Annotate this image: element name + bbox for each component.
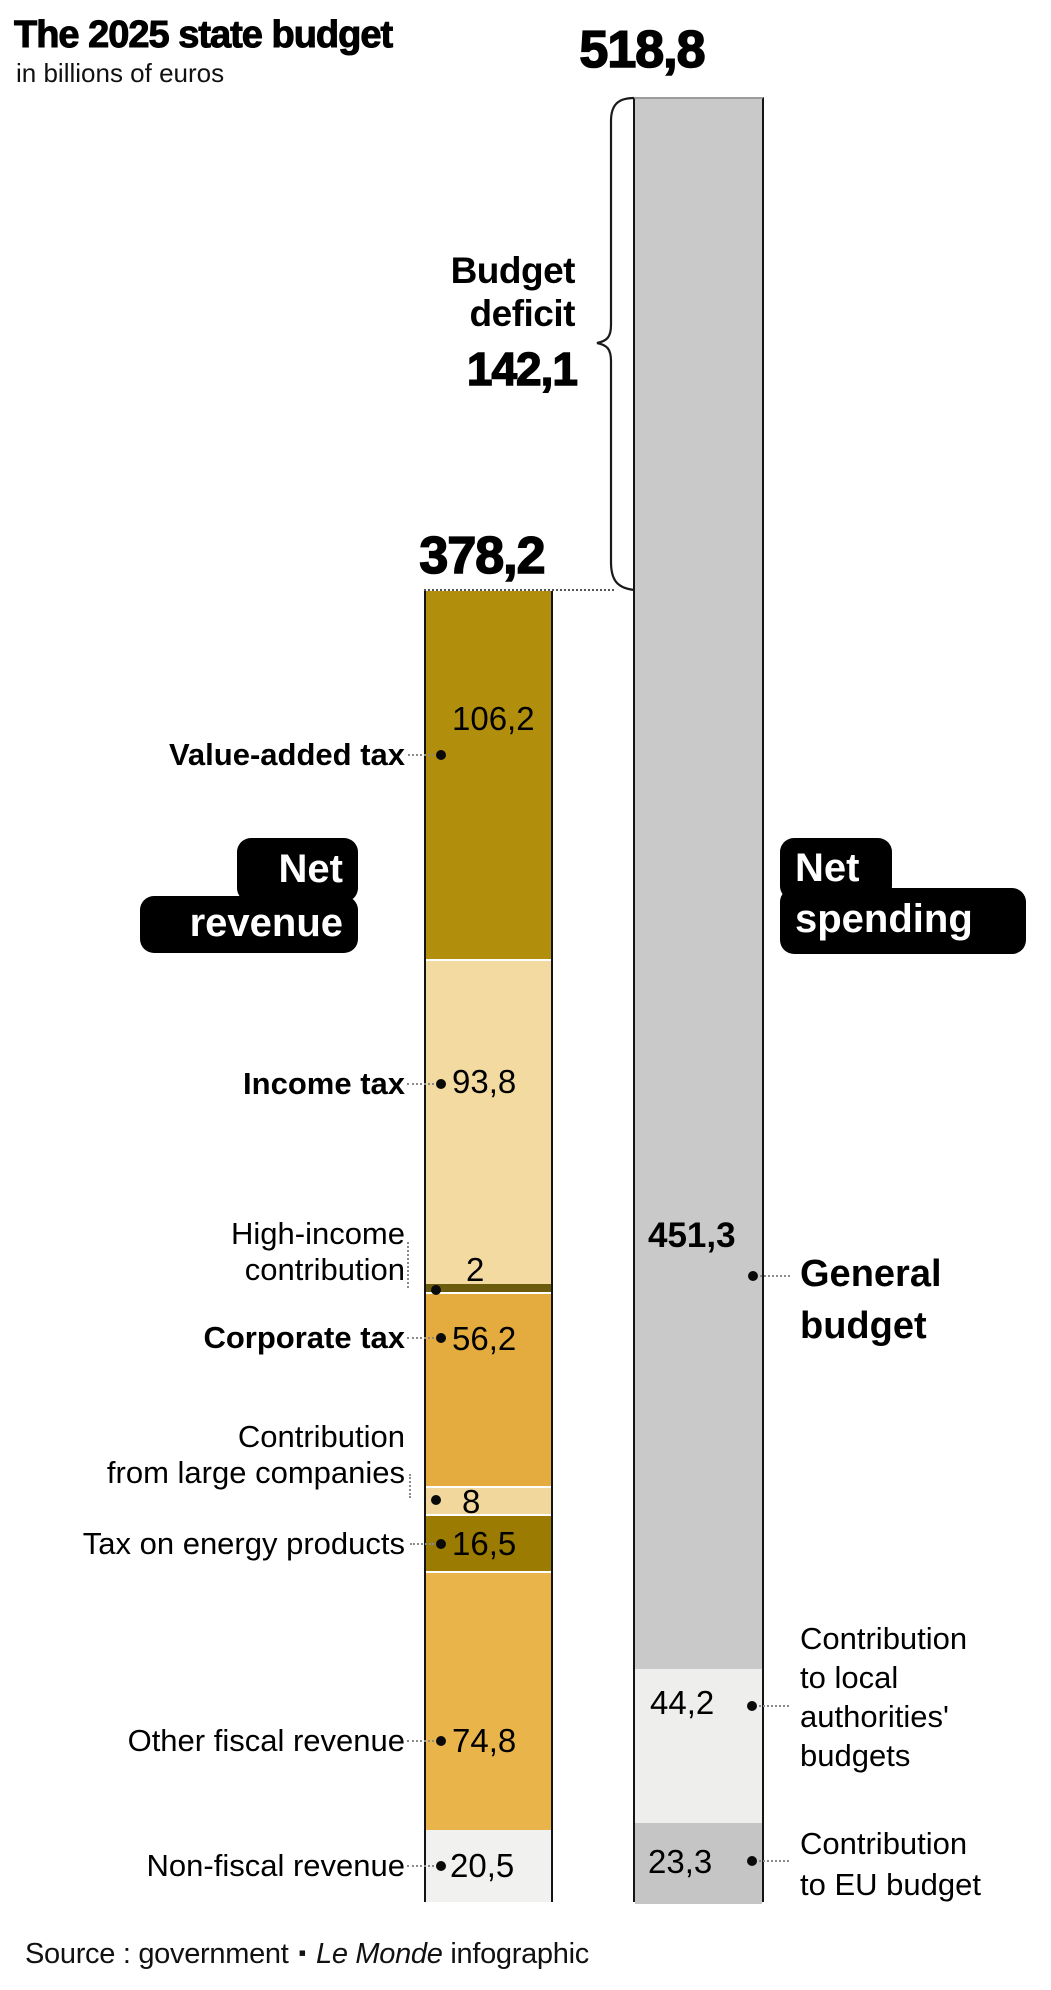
label-high-income-contribution: High-income contribution <box>0 1216 405 1288</box>
segment-value-added-tax <box>426 591 551 959</box>
segment-high-income-contribution <box>426 1284 551 1292</box>
leader-value-added-tax <box>408 754 434 756</box>
leader-dot-icon <box>431 1495 441 1505</box>
label-corporate-tax: Corporate tax <box>203 1320 405 1355</box>
leader-local-authorities <box>759 1705 789 1707</box>
leader-other-fiscal <box>407 1740 434 1742</box>
spending-bar <box>633 97 764 1904</box>
segment-eu-budget <box>635 1823 762 1904</box>
revenue-bar <box>424 591 553 1902</box>
value-local-authorities: 44,2 <box>650 1684 715 1721</box>
net-spending-tag-line2: spending <box>780 888 1026 954</box>
budget-deficit-label-line1: Budget <box>450 250 576 291</box>
segment-corporate-tax <box>426 1292 551 1486</box>
label-general-budget: General budget <box>800 1248 1050 1352</box>
revenue-level-dotted-line <box>424 589 614 591</box>
label-line: Contribution <box>800 1621 968 1656</box>
leader-non-fiscal <box>407 1865 434 1867</box>
label-local-authorities: Contribution to local authorities' budge… <box>800 1619 1050 1775</box>
segment-large-companies <box>426 1486 551 1514</box>
leader-income-tax <box>407 1083 434 1085</box>
label-line: to EU budget <box>800 1867 981 1902</box>
leader-large-companies <box>409 1474 411 1498</box>
leader-dot-icon <box>436 1079 446 1089</box>
leader-dot-icon <box>748 1271 758 1281</box>
leader-general-budget <box>760 1275 790 1277</box>
label-line: budgets <box>800 1738 911 1773</box>
brand-name: Le Monde <box>316 1938 443 1970</box>
segment-non-fiscal <box>426 1830 551 1902</box>
segment-other-fiscal <box>426 1571 551 1830</box>
label-line: Contribution <box>237 1419 405 1454</box>
value-non-fiscal: 20,5 <box>450 1847 515 1884</box>
label-line: to local <box>800 1660 899 1695</box>
label-eu-budget: Contribution to EU budget <box>800 1823 1050 1905</box>
source-note: Source : government ▪ Le Monde infographic <box>25 1938 589 1971</box>
leader-corporate-tax <box>407 1337 434 1339</box>
segment-income-tax <box>426 959 551 1284</box>
chart-subtitle: in billions of euros <box>16 58 225 88</box>
value-income-tax: 93,8 <box>452 1063 517 1100</box>
leader-dot-icon <box>436 1333 446 1343</box>
leader-dot-icon <box>431 1285 441 1295</box>
value-other-fiscal: 74,8 <box>452 1722 517 1759</box>
source-rest: infographic <box>450 1938 589 1970</box>
leader-dot-icon <box>436 1736 446 1746</box>
label-income-tax: Income tax <box>243 1066 405 1101</box>
leader-high-income-contribution <box>407 1242 409 1288</box>
leader-energy-products <box>410 1543 434 1545</box>
label-line: General <box>800 1253 942 1295</box>
label-line: contribution <box>244 1252 405 1287</box>
segment-general-budget <box>635 99 762 1669</box>
revenue-total: 378,2 <box>419 527 547 585</box>
value-eu-budget: 23,3 <box>648 1843 713 1880</box>
deficit-brace <box>596 96 635 592</box>
label-line: High-income <box>230 1216 405 1251</box>
value-general-budget: 451,3 <box>648 1216 736 1255</box>
label-large-companies: Contribution from large companies <box>0 1419 405 1491</box>
leader-dot-icon <box>747 1701 757 1711</box>
value-corporate-tax: 56,2 <box>452 1320 517 1357</box>
leader-eu-budget <box>759 1860 789 1862</box>
label-non-fiscal: Non-fiscal revenue <box>146 1848 405 1883</box>
source-label: Source : government <box>25 1938 289 1970</box>
chart-title: The 2025 state budget <box>13 14 393 57</box>
net-revenue-tag-line1: Net <box>237 838 358 902</box>
label-value-added-tax: Value-added tax <box>168 737 405 772</box>
leader-dot-icon <box>436 1861 446 1871</box>
label-line: budget <box>800 1305 927 1347</box>
net-revenue-tag-line2: revenue <box>140 896 358 953</box>
label-line: authorities' <box>800 1699 949 1734</box>
spending-total: 518,8 <box>579 21 707 79</box>
value-high-income-contribution: 2 <box>466 1251 485 1288</box>
value-large-companies: 8 <box>462 1483 481 1520</box>
label-line: from large companies <box>106 1455 405 1490</box>
budget-deficit-value: 142,1 <box>466 343 579 395</box>
value-value-added-tax: 106,2 <box>452 700 535 737</box>
label-line: Contribution <box>800 1826 968 1861</box>
label-energy-products: Tax on energy products <box>82 1526 405 1561</box>
label-other-fiscal: Other fiscal revenue <box>127 1723 405 1758</box>
leader-dot-icon <box>436 750 446 760</box>
budget-deficit-label-line2: deficit <box>469 293 576 334</box>
segment-local-authorities <box>635 1669 762 1823</box>
leader-dot-icon <box>747 1856 757 1866</box>
leader-dot-icon <box>436 1539 446 1549</box>
value-energy-products: 16,5 <box>452 1525 517 1562</box>
bullet-icon: ▪ <box>298 1940 307 1965</box>
segment-energy-products <box>426 1514 551 1571</box>
